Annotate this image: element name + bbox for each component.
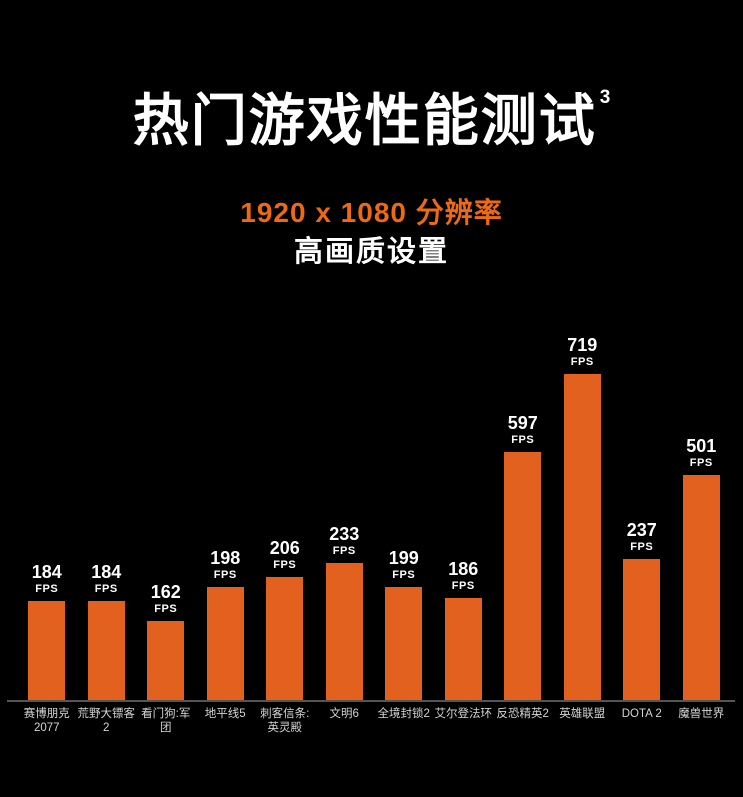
bar-unit-label: FPS xyxy=(630,541,654,553)
bar xyxy=(147,621,185,700)
bar xyxy=(385,587,423,700)
bar-value-label: 206 xyxy=(269,538,300,558)
bar-unit-label: FPS xyxy=(94,583,118,595)
bar-column: 237 FPS xyxy=(612,521,672,700)
bar-chart: 184 FPS 184 FPS 162 FPS 198 FPS 206 FPS 233 FPS 199 F… xyxy=(17,336,731,700)
category-label: 地平线5 xyxy=(196,708,256,735)
bar xyxy=(444,598,482,700)
x-axis-line xyxy=(7,700,735,702)
title-text: 热门游戏性能测试 xyxy=(132,89,597,152)
bar-column: 162 FPS xyxy=(136,583,196,700)
subtitle-quality: 高画质设置 xyxy=(293,236,449,268)
bar-value-label: 719 xyxy=(567,335,598,355)
bar xyxy=(266,577,304,700)
bar-unit-label: FPS xyxy=(273,559,297,571)
bar xyxy=(206,587,244,700)
bar-column: 198 FPS xyxy=(196,549,256,700)
bar-unit-label: FPS xyxy=(332,545,356,557)
bar xyxy=(325,563,363,700)
title-footnote-superscript: 3 xyxy=(599,87,611,108)
bar-unit-label: FPS xyxy=(689,457,713,469)
bar xyxy=(563,374,601,700)
category-label-text: 全境封锁2 xyxy=(377,708,430,720)
category-label-text: 赛博朋克 2077 xyxy=(23,708,70,734)
bar-column: 206 FPS xyxy=(255,539,315,700)
bar-unit-label: FPS xyxy=(451,580,475,592)
bar-unit-label: FPS xyxy=(213,569,237,581)
bar xyxy=(87,601,125,700)
category-label: 看门狗:军团 xyxy=(136,708,196,735)
bar-value-label: 597 xyxy=(507,413,538,433)
category-label-text: 反恐精英2 xyxy=(496,708,549,720)
bar-value-label: 162 xyxy=(150,582,181,602)
category-label: 英雄联盟 xyxy=(553,708,613,735)
bar-column: 184 FPS xyxy=(17,563,77,700)
bar-value-label: 501 xyxy=(686,436,717,456)
bar-column: 597 FPS xyxy=(493,414,553,700)
category-label-text: DOTA 2 xyxy=(621,708,662,720)
bar-column: 186 FPS xyxy=(434,560,494,700)
bar-column: 199 FPS xyxy=(374,549,434,700)
bar-value-label: 233 xyxy=(329,524,360,544)
bar xyxy=(504,452,542,700)
category-label-text: 英雄联盟 xyxy=(559,708,606,720)
category-label: 刺客信条: 英灵殿 xyxy=(255,708,315,735)
bar-value-label: 237 xyxy=(626,520,657,540)
category-label-text: 魔兽世界 xyxy=(678,708,725,720)
bar-value-label: 198 xyxy=(210,548,241,568)
bar-value-label: 186 xyxy=(448,559,479,579)
category-label: 魔兽世界 xyxy=(672,708,732,735)
bar-column: 184 FPS xyxy=(77,563,137,700)
category-label: 反恐精英2 xyxy=(493,708,553,735)
subtitle-resolution: 1920 x 1080 分辨率 xyxy=(240,197,503,228)
bar-column: 719 FPS xyxy=(553,336,613,700)
page-title: 热门游戏性能测试 3 xyxy=(0,87,743,152)
category-label: DOTA 2 xyxy=(612,708,672,735)
category-label: 文明6 xyxy=(315,708,375,735)
bar-value-label: 184 xyxy=(31,562,62,582)
category-labels-row: 赛博朋克 2077 荒野大镖客2 看门狗:军团 地平线5 刺客信条: 英灵殿 文明6 全境封… xyxy=(17,708,731,735)
category-label-text: 看门狗:军团 xyxy=(141,708,191,734)
bar-value-label: 199 xyxy=(388,548,419,568)
bar-unit-label: FPS xyxy=(511,434,535,446)
category-label-text: 荒野大镖客2 xyxy=(77,708,136,734)
category-label: 荒野大镖客2 xyxy=(77,708,137,735)
bar-unit-label: FPS xyxy=(154,603,178,615)
category-label: 全境封锁2 xyxy=(374,708,434,735)
bar-value-label: 184 xyxy=(91,562,122,582)
category-label-text: 艾尔登法环 xyxy=(434,708,493,720)
bar-column: 501 FPS xyxy=(672,437,732,700)
category-label-text: 文明6 xyxy=(329,708,359,720)
bar-unit-label: FPS xyxy=(570,356,594,368)
category-label: 艾尔登法环 xyxy=(434,708,494,735)
bar xyxy=(28,601,66,700)
bar-unit-label: FPS xyxy=(392,569,416,581)
bar xyxy=(682,475,720,700)
category-label-text: 刺客信条: 英灵殿 xyxy=(260,708,310,734)
category-label-text: 地平线5 xyxy=(204,708,246,720)
bar-column: 233 FPS xyxy=(315,525,375,700)
bar-unit-label: FPS xyxy=(35,583,59,595)
bar xyxy=(623,559,661,700)
category-label: 赛博朋克 2077 xyxy=(17,708,77,735)
